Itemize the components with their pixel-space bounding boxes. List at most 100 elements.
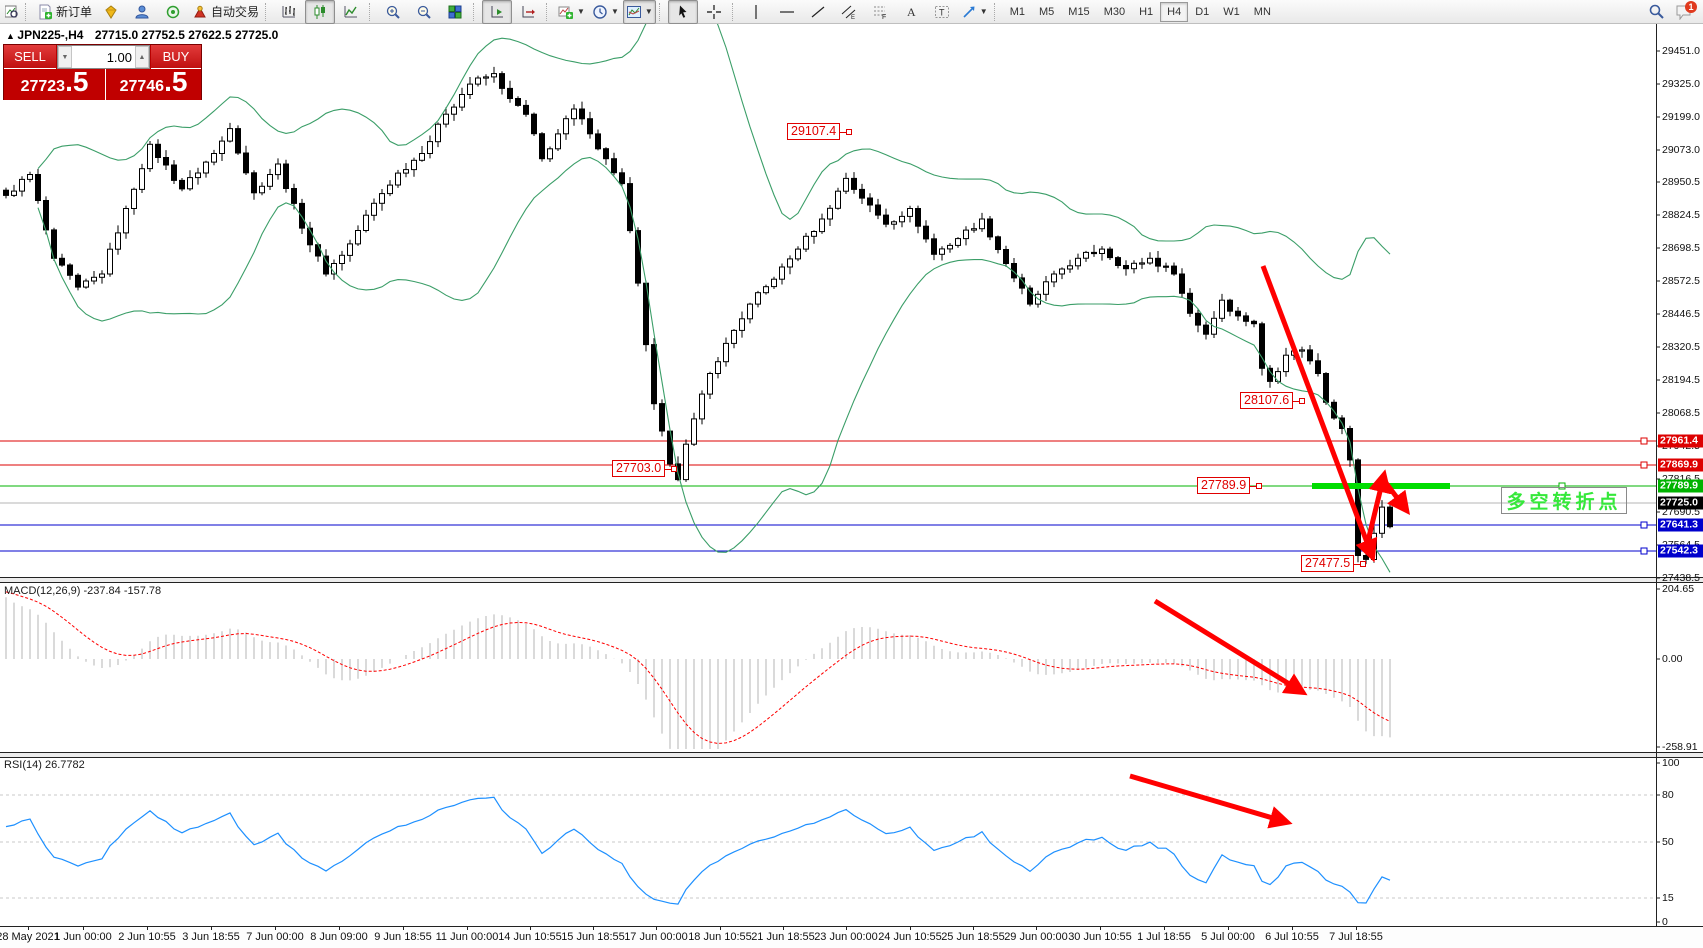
chart-preview-icon[interactable] — [2, 0, 22, 24]
macd-trend-arrow[interactable] — [1153, 598, 1308, 696]
candle — [547, 148, 553, 160]
trend-arrow[interactable] — [1384, 481, 1411, 516]
candle — [1267, 367, 1273, 382]
timeframe-mn[interactable]: MN — [1253, 5, 1271, 18]
trader-button[interactable] — [127, 0, 157, 24]
candle — [803, 235, 809, 250]
candlestick-button[interactable] — [305, 0, 336, 24]
rsi-panel[interactable] — [0, 757, 1656, 926]
buy-price[interactable]: 27746 .5 — [106, 68, 201, 100]
timeframe-d1[interactable]: D1 — [1195, 5, 1210, 18]
trendline-button[interactable] — [803, 0, 833, 24]
line-handle[interactable] — [1558, 482, 1566, 490]
line-handle[interactable] — [1640, 547, 1648, 555]
timeframe-w1[interactable]: W1 — [1223, 5, 1240, 18]
broadcast-button[interactable] — [158, 0, 188, 24]
time-label: 5 Jul 00:00 — [1201, 931, 1255, 943]
horizontal-line-button[interactable] — [772, 0, 802, 24]
candle — [771, 278, 777, 288]
candle — [867, 197, 873, 206]
price-annotation-label[interactable]: 27477.5 — [1301, 555, 1367, 572]
new-order-icon — [39, 4, 52, 19]
line-handle[interactable] — [1640, 521, 1648, 529]
timeframe-m15[interactable]: M15 — [1068, 5, 1090, 18]
autotrading-icon — [194, 5, 206, 17]
macd-tick-label: 204.65 — [1662, 583, 1695, 595]
candle — [403, 169, 409, 174]
price-annotation-label[interactable]: 27789.9 — [1197, 477, 1263, 494]
candle — [1187, 292, 1193, 314]
timeframe-m5[interactable]: M5 — [1039, 5, 1055, 18]
rsi-trend-arrow[interactable] — [1129, 773, 1293, 829]
collapse-arrow-icon[interactable]: ▲ — [6, 31, 18, 41]
price-tick-label: 29073.0 — [1662, 144, 1700, 156]
candle — [75, 274, 81, 288]
zoom-in-icon — [386, 5, 400, 19]
toolbar-separator — [369, 2, 375, 21]
timeframe-bar: M1 M5 M15 M30 H1 H4 D1 W1 MN — [1003, 1, 1278, 22]
trend-arrow[interactable] — [1260, 265, 1378, 563]
trend-arrow[interactable] — [1365, 469, 1392, 542]
chart-macd-separator[interactable] — [0, 577, 1703, 583]
shapes-button[interactable]: ▼ — [958, 0, 991, 24]
candle — [67, 264, 73, 276]
auto-scroll-button[interactable] — [482, 0, 513, 24]
crosshair-button[interactable] — [699, 0, 729, 24]
timeframe-h1[interactable]: H1 — [1139, 5, 1154, 18]
search-icon[interactable] — [1648, 3, 1665, 20]
candle — [1283, 354, 1289, 373]
note-label[interactable]: 多空转折点 — [1501, 487, 1627, 514]
price-annotation-label[interactable]: 29107.4 — [787, 123, 853, 140]
templates-button[interactable]: ▼ — [622, 0, 656, 24]
zoom-out-button[interactable] — [409, 0, 439, 24]
candle — [1171, 265, 1177, 275]
macd-rsi-separator[interactable] — [0, 752, 1703, 758]
text-label-button[interactable]: T — [927, 0, 957, 24]
buy-button[interactable]: BUY — [151, 45, 201, 69]
line-handle[interactable] — [1640, 437, 1648, 445]
line-chart-button[interactable] — [336, 0, 366, 24]
candle — [499, 73, 505, 89]
channel-button[interactable]: E — [834, 0, 864, 24]
vertical-line-button[interactable] — [741, 0, 771, 24]
candle — [1195, 312, 1201, 326]
time-tick — [1100, 927, 1101, 930]
new-order-button[interactable]: 新订单 — [34, 0, 95, 24]
cursor-button[interactable] — [667, 0, 698, 24]
sell-button[interactable]: SELL — [4, 45, 56, 69]
svg-text:T: T — [939, 7, 945, 17]
label-connector — [1292, 400, 1301, 402]
candle — [1075, 257, 1081, 267]
sell-price[interactable]: 27723 .5 — [4, 68, 106, 100]
macd-panel[interactable] — [0, 583, 1656, 752]
candle — [483, 76, 489, 79]
price-annotation-label[interactable]: 27703.0 — [612, 460, 678, 477]
timeframe-m30[interactable]: M30 — [1103, 5, 1126, 18]
timeframe-h4[interactable]: H4 — [1160, 1, 1189, 22]
chart-shift-button[interactable] — [513, 0, 543, 24]
volume-decrease-button[interactable]: ▼ — [58, 46, 72, 68]
text-button[interactable]: A — [896, 0, 926, 24]
price-annotation-label[interactable]: 28107.6 — [1240, 392, 1306, 409]
chevron-down-icon: ▼ — [610, 7, 619, 16]
volume-input[interactable]: 1.00 — [106, 49, 132, 65]
candle — [123, 208, 129, 234]
notifications-button[interactable]: 1 — [1675, 0, 1697, 20]
autotrading-button[interactable]: 自动交易 — [189, 0, 262, 24]
line-handle[interactable] — [1640, 461, 1648, 469]
indicators-button[interactable]: ▼ — [555, 0, 588, 24]
fibonacci-button[interactable]: F — [865, 0, 895, 24]
volume-increase-button[interactable]: ▲ — [135, 46, 149, 68]
time-label: 28 May 2021 — [0, 931, 60, 943]
zoom-in-button[interactable] — [378, 0, 408, 24]
tile-windows-button[interactable] — [440, 0, 470, 24]
bar-chart-button[interactable] — [274, 0, 304, 24]
candle — [1315, 360, 1321, 374]
price-tick — [1656, 412, 1660, 414]
candle — [755, 292, 761, 305]
timeframe-m1[interactable]: M1 — [1009, 5, 1025, 18]
time-axis[interactable]: 28 May 2021 1 Jun 00:00 2 Jun 10:55 3 Jun 1… — [0, 926, 1703, 948]
main-chart[interactable] — [0, 24, 1656, 578]
periods-button[interactable]: ▼ — [589, 0, 622, 24]
gem-button[interactable] — [96, 0, 126, 24]
